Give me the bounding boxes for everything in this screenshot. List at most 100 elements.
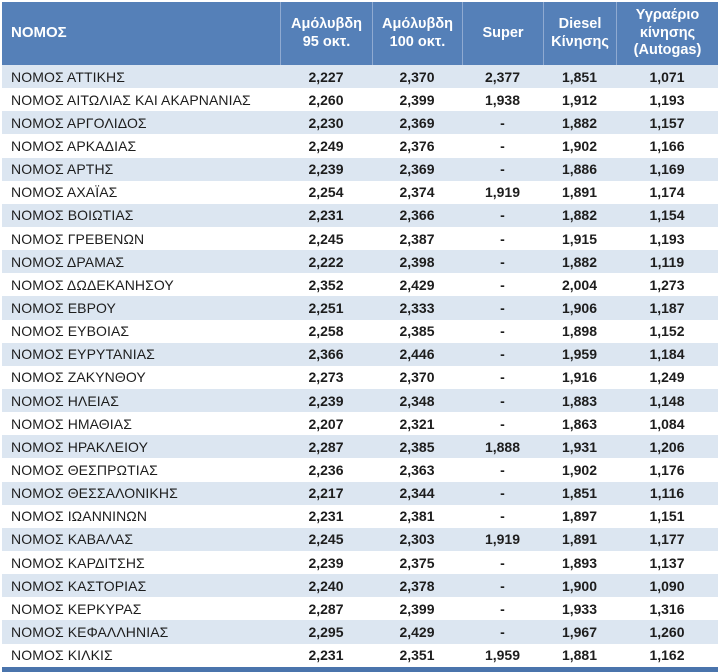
- prefecture-name-cell: ΝΟΜΟΣ ΑΧΑΪΑΣ: [11, 184, 118, 201]
- price-cell-unleaded100: 2,370: [399, 68, 435, 85]
- price-cell-diesel: 1,882: [561, 253, 598, 270]
- price-cell-unleaded100: 2,351: [399, 647, 435, 664]
- price-cell-unleaded95: 2,287: [308, 438, 344, 455]
- table-row: ΝΟΜΟΣ ΕΥΒΟΙΑΣ 2,258 2,385 - 1,898 1,152: [2, 319, 718, 343]
- prefecture-name-cell: ΝΟΜΟΣ ΔΩΔΕΚΑΝΗΣΟΥ: [11, 276, 174, 293]
- table-row: ΝΟΜΟΣ ΖΑΚΥΝΘΟΥ 2,273 2,370 - 1,916 1,249: [2, 365, 718, 389]
- table-body: ΝΟΜΟΣ ΑΤΤΙΚΗΣ 2,227 2,370 2,377 1,851 1,…: [2, 65, 718, 667]
- price-cell-unleaded95: 2,352: [308, 276, 344, 293]
- price-cell-unleaded95: 2,287: [308, 600, 344, 617]
- price-cell-super: -: [500, 276, 505, 293]
- prefecture-name-cell: ΝΟΜΟΣ ΒΟΙΩΤΙΑΣ: [11, 207, 134, 224]
- price-cell-super: -: [500, 253, 505, 270]
- price-cell-super: -: [500, 554, 505, 571]
- price-cell-diesel: 1,851: [561, 68, 598, 85]
- next-section-edge: [2, 666, 718, 672]
- price-cell-autogas: 1,177: [649, 531, 685, 548]
- price-cell-autogas: 1,162: [649, 647, 685, 664]
- price-cell-diesel: 1,916: [561, 369, 598, 386]
- price-cell-unleaded100: 2,370: [399, 369, 435, 386]
- prefecture-name-cell: ΝΟΜΟΣ ΕΥΡΥΤΑΝΙΑΣ: [11, 346, 155, 363]
- price-cell-diesel: 1,933: [561, 600, 598, 617]
- price-cell-autogas: 1,151: [649, 508, 685, 525]
- price-cell-autogas: 1,187: [649, 299, 685, 316]
- price-cell-unleaded100: 2,446: [399, 346, 435, 363]
- price-cell-unleaded100: 2,344: [399, 485, 435, 502]
- price-cell-unleaded100: 2,387: [399, 230, 435, 247]
- prefecture-name-cell: ΝΟΜΟΣ ΔΡΑΜΑΣ: [11, 253, 125, 270]
- table-row: ΝΟΜΟΣ ΚΑΒΑΛΑΣ 2,245 2,303 1,919 1,891 1,…: [2, 527, 718, 551]
- price-cell-unleaded95: 2,240: [308, 577, 344, 594]
- table-row: ΝΟΜΟΣ ΑΡΓΟΛΙΔΟΣ 2,230 2,369 - 1,882 1,15…: [2, 111, 718, 135]
- price-cell-super: 1,919: [484, 531, 521, 548]
- prefecture-name-cell: ΝΟΜΟΣ ΙΩΑΝΝΙΝΩΝ: [11, 508, 148, 525]
- price-cell-unleaded100: 2,381: [399, 508, 435, 525]
- price-cell-unleaded95: 2,227: [308, 68, 344, 85]
- price-cell-unleaded95: 2,260: [308, 91, 344, 108]
- price-cell-diesel: 1,912: [561, 91, 598, 108]
- price-cell-autogas: 1,184: [649, 346, 685, 363]
- price-cell-diesel: 1,915: [561, 230, 598, 247]
- price-cell-diesel: 1,886: [561, 161, 598, 178]
- price-cell-autogas: 1,137: [649, 554, 685, 571]
- table-row: ΝΟΜΟΣ ΗΛΕΙΑΣ 2,239 2,348 - 1,883 1,148: [2, 388, 718, 413]
- prefecture-name-cell: ΝΟΜΟΣ ΚΑΡΔΙΤΣΗΣ: [11, 554, 145, 571]
- price-cell-unleaded95: 2,295: [308, 623, 344, 640]
- column-header-nomos: ΝΟΜΟΣ: [11, 24, 67, 42]
- price-cell-diesel: 1,863: [561, 415, 598, 432]
- prefecture-name-cell: ΝΟΜΟΣ ΘΕΣΠΡΩΤΙΑΣ: [11, 461, 158, 478]
- price-cell-autogas: 1,090: [649, 577, 685, 594]
- price-cell-unleaded95: 2,245: [308, 230, 344, 247]
- price-cell-diesel: 1,891: [561, 184, 598, 201]
- price-cell-diesel: 1,851: [561, 485, 598, 502]
- price-cell-unleaded100: 2,374: [399, 184, 435, 201]
- price-cell-diesel: 1,906: [561, 299, 598, 316]
- price-cell-super: -: [500, 369, 505, 386]
- price-cell-unleaded95: 2,236: [308, 461, 344, 478]
- prefecture-name-cell: ΝΟΜΟΣ ΚΑΣΤΟΡΙΑΣ: [11, 577, 147, 594]
- price-cell-unleaded95: 2,230: [308, 114, 344, 131]
- price-cell-super: -: [500, 461, 505, 478]
- price-cell-super: -: [500, 485, 505, 502]
- prefecture-name-cell: ΝΟΜΟΣ ΚΑΒΑΛΑΣ: [11, 531, 134, 548]
- price-cell-super: -: [500, 299, 505, 316]
- price-cell-diesel: 1,902: [561, 137, 598, 154]
- table-row: ΝΟΜΟΣ ΓΡΕΒΕΝΩΝ 2,245 2,387 - 1,915 1,193: [2, 226, 718, 251]
- price-cell-unleaded95: 2,239: [308, 554, 344, 571]
- prefecture-name-cell: ΝΟΜΟΣ ΗΜΑΘΙΑΣ: [11, 415, 132, 432]
- price-cell-diesel: 1,967: [561, 623, 598, 640]
- price-cell-autogas: 1,071: [649, 68, 685, 85]
- price-cell-autogas: 1,174: [649, 184, 685, 201]
- price-cell-autogas: 1,316: [649, 600, 685, 617]
- table-row: ΝΟΜΟΣ ΗΜΑΘΙΑΣ 2,207 2,321 - 1,863 1,084: [2, 412, 718, 436]
- table-row: ΝΟΜΟΣ ΔΡΑΜΑΣ 2,222 2,398 - 1,882 1,119: [2, 250, 718, 274]
- price-cell-unleaded100: 2,399: [399, 600, 435, 617]
- price-cell-unleaded95: 2,366: [308, 346, 344, 363]
- table-row: ΝΟΜΟΣ ΚΙΛΚΙΣ 2,231 2,351 1,959 1,881 1,1…: [2, 643, 718, 667]
- price-cell-diesel: 1,882: [561, 114, 598, 131]
- price-cell-autogas: 1,157: [649, 114, 685, 131]
- price-cell-super: 1,888: [484, 438, 521, 455]
- price-cell-super: -: [500, 415, 505, 432]
- price-cell-super: -: [500, 323, 505, 340]
- prefecture-name-cell: ΝΟΜΟΣ ΕΒΡΟΥ: [11, 299, 116, 316]
- price-cell-super: 1,919: [484, 184, 521, 201]
- price-cell-diesel: 1,883: [561, 392, 598, 409]
- price-cell-unleaded95: 2,231: [308, 647, 344, 664]
- price-cell-autogas: 1,119: [649, 253, 685, 270]
- prefecture-name-cell: ΝΟΜΟΣ ΚΕΦΑΛΛΗΝΙΑΣ: [11, 623, 169, 640]
- price-cell-super: -: [500, 137, 505, 154]
- price-cell-super: -: [500, 508, 505, 525]
- table-row: ΝΟΜΟΣ ΑΡΚΑΔΙΑΣ 2,249 2,376 - 1,902 1,166: [2, 134, 718, 158]
- price-cell-diesel: 1,959: [561, 346, 598, 363]
- price-cell-unleaded100: 2,369: [399, 114, 435, 131]
- price-cell-unleaded95: 2,239: [308, 392, 344, 409]
- table-row: ΝΟΜΟΣ ΕΒΡΟΥ 2,251 2,333 - 1,906 1,187: [2, 296, 718, 320]
- price-cell-diesel: 1,898: [561, 323, 598, 340]
- price-cell-unleaded100: 2,363: [399, 461, 435, 478]
- table-row: ΝΟΜΟΣ ΒΟΙΩΤΙΑΣ 2,231 2,366 - 1,882 1,154: [2, 203, 718, 227]
- price-cell-super: -: [500, 207, 505, 224]
- price-cell-unleaded100: 2,429: [399, 276, 435, 293]
- prefecture-name-cell: ΝΟΜΟΣ ΑΡΚΑΔΙΑΣ: [11, 137, 137, 154]
- price-cell-unleaded100: 2,303: [399, 531, 435, 548]
